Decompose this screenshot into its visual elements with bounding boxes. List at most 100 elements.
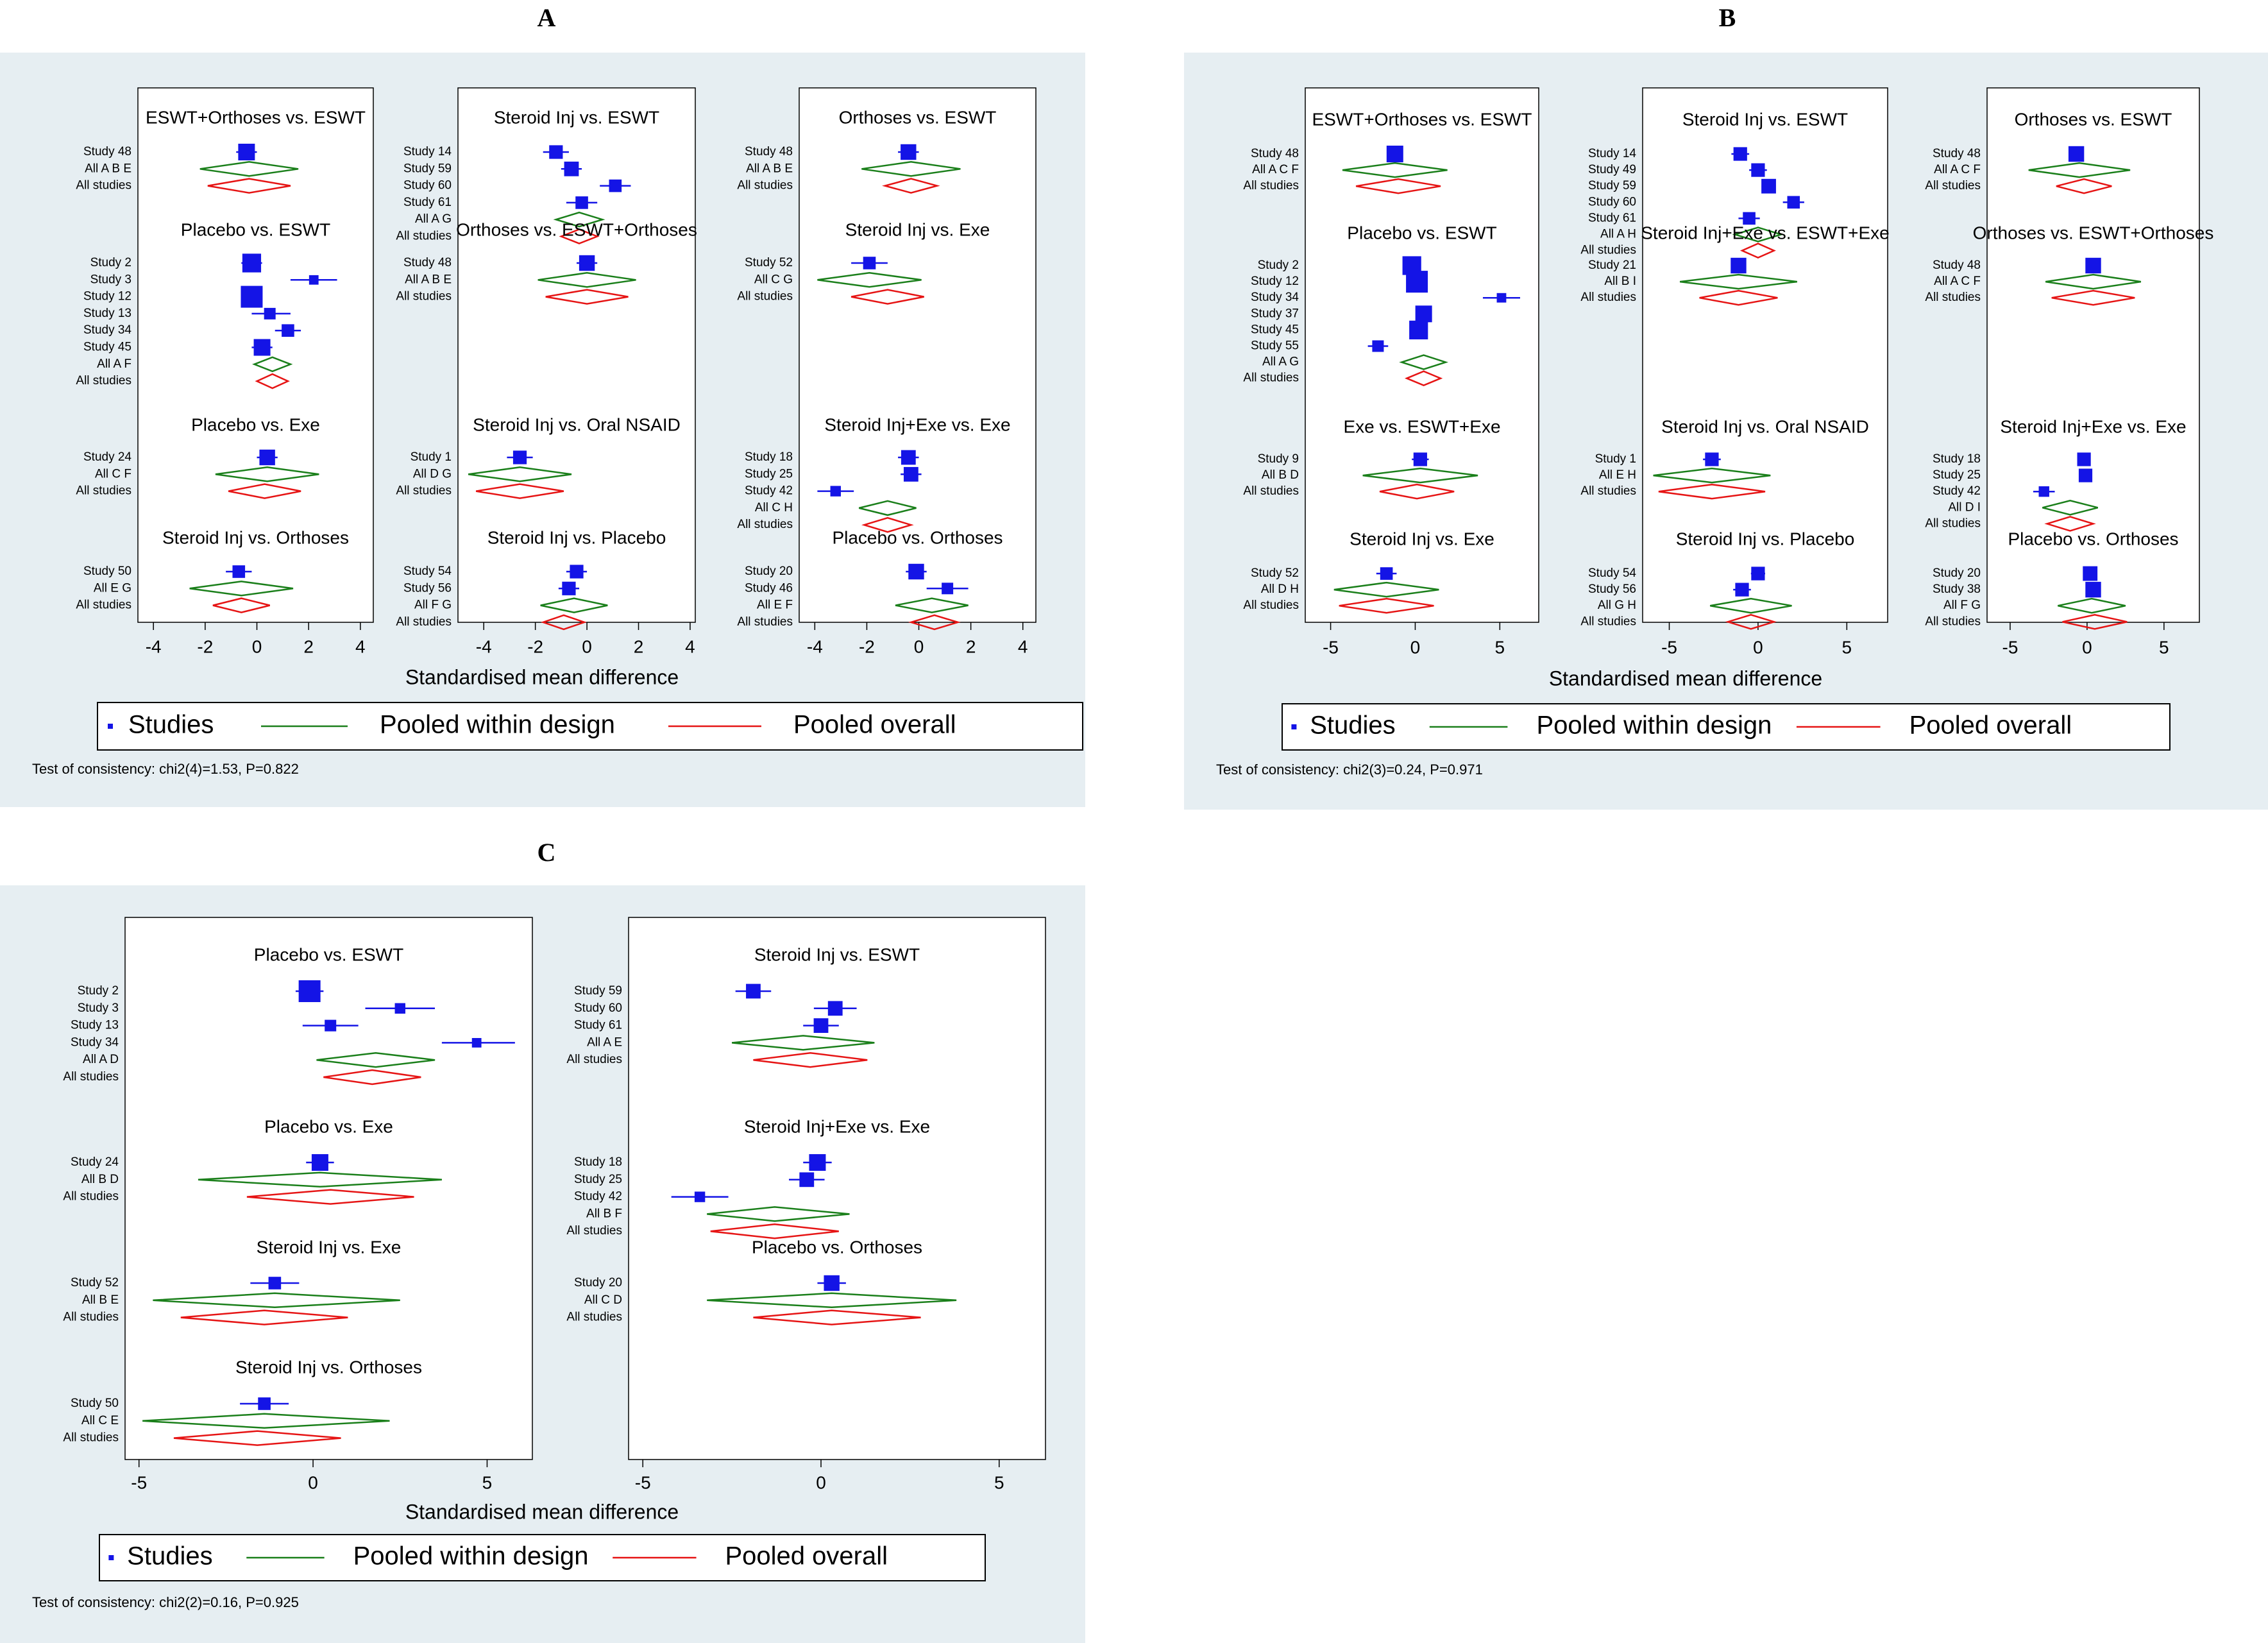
row-label: All C G bbox=[754, 273, 793, 286]
legend-within-label: Pooled within design bbox=[380, 711, 615, 739]
pooled-within-diamond bbox=[707, 1292, 957, 1309]
column-2: -5 0 5 Steroid Inj vs. ESWT Study 59 Study 60… bbox=[566, 917, 1046, 1492]
x-axis-label: Standardised mean difference bbox=[1549, 667, 1822, 690]
row-label: All F G bbox=[414, 599, 452, 612]
column-3: -5 0 5 Orthoses vs. ESWT Study 48 All A C F Al… bbox=[1925, 87, 2213, 657]
row-label: All studies bbox=[76, 484, 131, 498]
x-tick-label: 0 bbox=[252, 636, 262, 656]
study-marker bbox=[575, 196, 588, 209]
comparison-panel: Orthoses vs. ESWT Study 48 All A B E All st… bbox=[737, 107, 997, 194]
row-label: Study 3 bbox=[90, 273, 131, 286]
plot-box bbox=[1986, 87, 2200, 623]
row-label: All studies bbox=[566, 1224, 622, 1238]
study-marker bbox=[2085, 257, 2101, 274]
row-label: All A C F bbox=[1252, 163, 1299, 176]
panel-title: Orthoses vs. ESWT bbox=[839, 107, 997, 127]
study-marker bbox=[746, 983, 761, 999]
x-tick-label: 0 bbox=[308, 1472, 318, 1492]
pooled-overall-diamond bbox=[908, 614, 961, 631]
pooled-within-diamond bbox=[2028, 162, 2131, 178]
row-label: Study 2 bbox=[78, 984, 119, 998]
row-label: Study 21 bbox=[1588, 259, 1636, 272]
comparison-panel: Steroid Inj vs. Oral NSAID Study 1 All D G… bbox=[396, 414, 681, 499]
comparison-panel: Orthoses vs. ESWT+Orthoses Study 48 All A … bbox=[396, 219, 697, 305]
row-label: Study 2 bbox=[1258, 259, 1299, 272]
pooled-within-diamond bbox=[2045, 273, 2142, 290]
comparison-panel: Exe vs. ESWT+Exe Study 9 All B D All studie… bbox=[1243, 416, 1501, 500]
row-label: All C D bbox=[584, 1293, 622, 1307]
pooled-overall-diamond bbox=[228, 483, 301, 499]
row-label: All B D bbox=[81, 1173, 119, 1186]
row-label: Study 20 bbox=[1933, 566, 1981, 580]
pooled-overall-diamond bbox=[246, 1189, 414, 1205]
pooled-overall-diamond bbox=[1725, 613, 1777, 630]
x-tick-label: 5 bbox=[1842, 637, 1852, 657]
x-tick-label: 5 bbox=[482, 1472, 493, 1492]
pooled-overall-diamond bbox=[559, 228, 600, 244]
comparison-panel: Placebo vs. Exe Study 24 All C F All studie… bbox=[76, 414, 320, 499]
row-label: Study 61 bbox=[574, 1019, 622, 1032]
panel-title: Placebo vs. ESWT bbox=[1347, 223, 1496, 243]
pooled-overall-diamond bbox=[475, 483, 564, 499]
pooled-within-diamond bbox=[1679, 273, 1797, 290]
study-marker bbox=[2038, 486, 2049, 497]
row-label: Study 25 bbox=[745, 467, 793, 481]
row-label: Study 24 bbox=[71, 1155, 119, 1169]
comparison-panel: Placebo vs. Orthoses Study 20 Study 46 All … bbox=[737, 527, 1003, 631]
study-marker bbox=[1409, 320, 1428, 339]
x-tick-label: 0 bbox=[582, 636, 592, 656]
row-label: All studies bbox=[1580, 615, 1636, 628]
row-label: Study 1 bbox=[410, 450, 452, 464]
study-marker bbox=[1733, 147, 1747, 161]
x-tick-label: -4 bbox=[476, 636, 492, 656]
figure-letter: C bbox=[537, 838, 556, 867]
pooled-within-diamond bbox=[1732, 226, 1784, 243]
study-marker bbox=[694, 1191, 706, 1202]
panel-title: Placebo vs. ESWT bbox=[254, 944, 403, 964]
study-marker bbox=[1496, 293, 1507, 303]
x-tick-label: 5 bbox=[1495, 637, 1505, 657]
study-marker bbox=[268, 1277, 282, 1290]
column-2: -4 -2 0 2 4 Steroid Inj vs. ESWT Study 14 Study… bbox=[396, 87, 697, 656]
pooled-within-diamond bbox=[540, 597, 608, 613]
plot-box bbox=[1642, 87, 1888, 623]
pooled-within-diamond bbox=[468, 466, 572, 482]
row-label: Study 42 bbox=[1933, 484, 1981, 498]
pooled-overall-diamond bbox=[180, 1309, 348, 1325]
study-marker bbox=[232, 565, 246, 578]
x-tick-label: -5 bbox=[2002, 637, 2018, 657]
panel-title: Steroid Inj vs. ESWT bbox=[1682, 109, 1848, 129]
pooled-overall-diamond bbox=[173, 1430, 341, 1446]
study-marker bbox=[579, 255, 595, 271]
study-marker bbox=[1761, 178, 1776, 194]
row-label: Study 1 bbox=[1595, 452, 1636, 466]
column-1: -4 -2 0 2 4 ESWT+Orthoses vs. ESWT Study 48 All… bbox=[76, 87, 374, 656]
study-marker bbox=[809, 1154, 826, 1171]
column-2: -5 0 5 Steroid Inj vs. ESWT Study 14 Study 49… bbox=[1580, 87, 1890, 657]
study-marker bbox=[2077, 452, 2091, 466]
row-label: Study 14 bbox=[403, 145, 452, 158]
row-label: All studies bbox=[1580, 484, 1636, 498]
panel-title: Steroid Inj vs. Orthoses bbox=[235, 1357, 422, 1377]
panel-title: ESWT+Orthoses vs. ESWT bbox=[1312, 109, 1532, 129]
study-marker bbox=[264, 307, 276, 319]
study-marker bbox=[1415, 305, 1432, 323]
row-label: Study 20 bbox=[574, 1276, 622, 1290]
pooled-overall-diamond bbox=[1379, 483, 1455, 500]
study-marker bbox=[253, 339, 271, 356]
x-tick-label: -5 bbox=[1661, 637, 1677, 657]
panel-title: Placebo vs. Exe bbox=[264, 1116, 393, 1136]
pooled-overall-diamond bbox=[255, 373, 290, 389]
row-label: Study 42 bbox=[745, 484, 793, 498]
row-label: All studies bbox=[63, 1311, 119, 1324]
pooled-overall-diamond bbox=[2056, 178, 2112, 194]
pooled-overall-diamond bbox=[1339, 597, 1434, 614]
row-label: All D G bbox=[413, 467, 452, 481]
row-label: Study 60 bbox=[1588, 195, 1636, 209]
panel-title: Steroid Inj vs. Placebo bbox=[1676, 529, 1855, 549]
plot-box bbox=[799, 87, 1037, 623]
row-label: All studies bbox=[396, 230, 452, 243]
study-marker bbox=[570, 565, 584, 579]
study-marker bbox=[2083, 566, 2098, 581]
pooled-overall-diamond bbox=[1699, 289, 1778, 306]
